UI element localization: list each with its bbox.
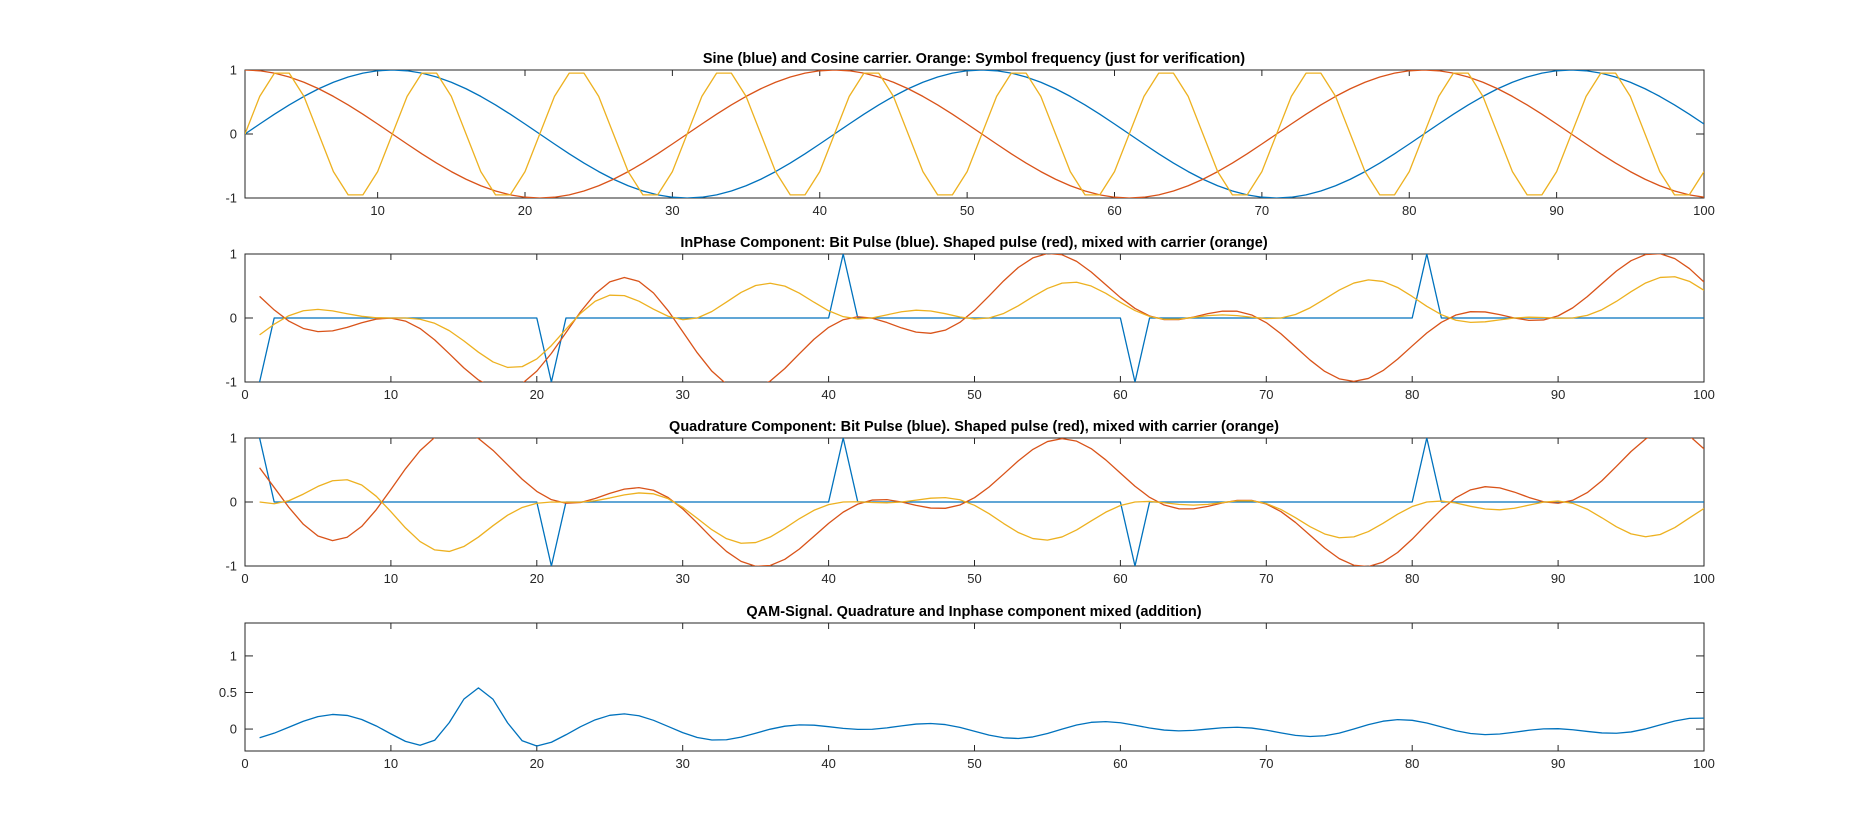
x-tick-label: 70 bbox=[1255, 203, 1269, 218]
panel-qam-signal: 0 10 20 30 40 50 60 70 80 90 100 0 0.5 1 QAM-Signal. Q… bbox=[219, 604, 1715, 771]
x-tick-label: 100 bbox=[1693, 571, 1715, 586]
x-tick-label: 10 bbox=[370, 203, 384, 218]
y-tick-label: 1 bbox=[230, 648, 237, 663]
x-tick-label: 30 bbox=[675, 571, 689, 586]
y-tick-label: 0 bbox=[230, 495, 237, 510]
x-tick-label: 60 bbox=[1113, 571, 1127, 586]
x-tick-label: 20 bbox=[530, 387, 544, 402]
x-tick-label: 90 bbox=[1551, 756, 1565, 771]
x-tick-label: 20 bbox=[518, 203, 532, 218]
series-group bbox=[258, 254, 1704, 382]
x-tick-label: 30 bbox=[665, 203, 679, 218]
series-line-1 bbox=[258, 438, 1704, 566]
y-tick-label: -1 bbox=[225, 559, 237, 574]
panel-title: InPhase Component: Bit Pulse (blue). Sha… bbox=[680, 235, 1268, 251]
y-tick-label: -1 bbox=[225, 191, 237, 206]
panel-inphase: 0 10 20 30 40 50 60 70 80 90 100 -1 0 1 InPhase Compon… bbox=[225, 235, 1714, 402]
y-tick-label: 1 bbox=[230, 63, 237, 78]
series-line-3 bbox=[245, 72, 1704, 196]
y-tick-label: 0.5 bbox=[219, 685, 237, 700]
x-tick-label: 10 bbox=[384, 387, 398, 402]
y-tick-label: -1 bbox=[225, 375, 237, 390]
x-tick-label: 80 bbox=[1402, 203, 1416, 218]
x-tick-label: 10 bbox=[384, 756, 398, 771]
x-tick-label: 90 bbox=[1551, 571, 1565, 586]
y-tick-label: 0 bbox=[230, 311, 237, 326]
x-tick-label: 70 bbox=[1259, 571, 1273, 586]
y-tick-label: 1 bbox=[230, 431, 237, 446]
x-tick-label: 30 bbox=[675, 756, 689, 771]
x-tick-label: 70 bbox=[1259, 756, 1273, 771]
y-tick-label: 1 bbox=[230, 247, 237, 262]
series-line-3 bbox=[259, 479, 1704, 553]
series-line-1 bbox=[245, 70, 1704, 198]
x-tick-label: 0 bbox=[241, 756, 248, 771]
x-tick-label: 80 bbox=[1405, 756, 1419, 771]
x-tick-label: 60 bbox=[1107, 203, 1121, 218]
x-tick-label: 100 bbox=[1693, 387, 1715, 402]
x-tick-label: 0 bbox=[241, 387, 248, 402]
series-line-2 bbox=[259, 254, 1704, 382]
x-tick-label: 50 bbox=[967, 571, 981, 586]
x-tick-label: 50 bbox=[967, 387, 981, 402]
x-tick-label: 20 bbox=[530, 756, 544, 771]
panel-title: QAM-Signal. Quadrature and Inphase compo… bbox=[746, 604, 1201, 620]
x-tick-label: 10 bbox=[384, 571, 398, 586]
series-line-2 bbox=[259, 438, 1704, 566]
x-tick-label: 40 bbox=[821, 387, 835, 402]
x-tick-label: 40 bbox=[813, 203, 827, 218]
x-tick-label: 60 bbox=[1113, 387, 1127, 402]
x-tick-label: 0 bbox=[241, 571, 248, 586]
x-tick-label: 90 bbox=[1551, 387, 1565, 402]
x-tick-label: 100 bbox=[1693, 203, 1715, 218]
series-group bbox=[259, 687, 1704, 747]
panel-title: Sine (blue) and Cosine carrier. Orange: … bbox=[703, 51, 1245, 67]
series-group bbox=[258, 438, 1704, 566]
panel-title: Quadrature Component: Bit Pulse (blue). … bbox=[669, 419, 1279, 435]
series-group bbox=[245, 70, 1704, 198]
x-tick-label: 80 bbox=[1405, 387, 1419, 402]
series-line-1 bbox=[259, 687, 1704, 747]
y-tick-label: 0 bbox=[230, 127, 237, 142]
axes-box bbox=[244, 69, 1705, 199]
y-tick-label: 0 bbox=[230, 722, 237, 737]
x-tick-label: 50 bbox=[967, 756, 981, 771]
series-line-2 bbox=[245, 70, 1704, 198]
x-tick-label: 90 bbox=[1549, 203, 1563, 218]
x-tick-label: 20 bbox=[530, 571, 544, 586]
x-tick-label: 100 bbox=[1693, 756, 1715, 771]
panel-quadrature: 0 10 20 30 40 50 60 70 80 90 100 -1 0 1 Quadrature Com… bbox=[225, 419, 1714, 586]
x-tick-label: 50 bbox=[960, 203, 974, 218]
x-tick-label: 70 bbox=[1259, 387, 1273, 402]
x-tick-label: 80 bbox=[1405, 571, 1419, 586]
panel-carrier: 10 20 30 40 50 60 70 80 90 100 -1 0 1 Sine (blue) and… bbox=[225, 51, 1714, 218]
x-tick-label: 40 bbox=[821, 571, 835, 586]
series-line-3 bbox=[259, 276, 1704, 369]
axes-box bbox=[244, 622, 1705, 752]
x-tick-label: 60 bbox=[1113, 756, 1127, 771]
x-tick-label: 30 bbox=[675, 387, 689, 402]
x-tick-label: 40 bbox=[821, 756, 835, 771]
